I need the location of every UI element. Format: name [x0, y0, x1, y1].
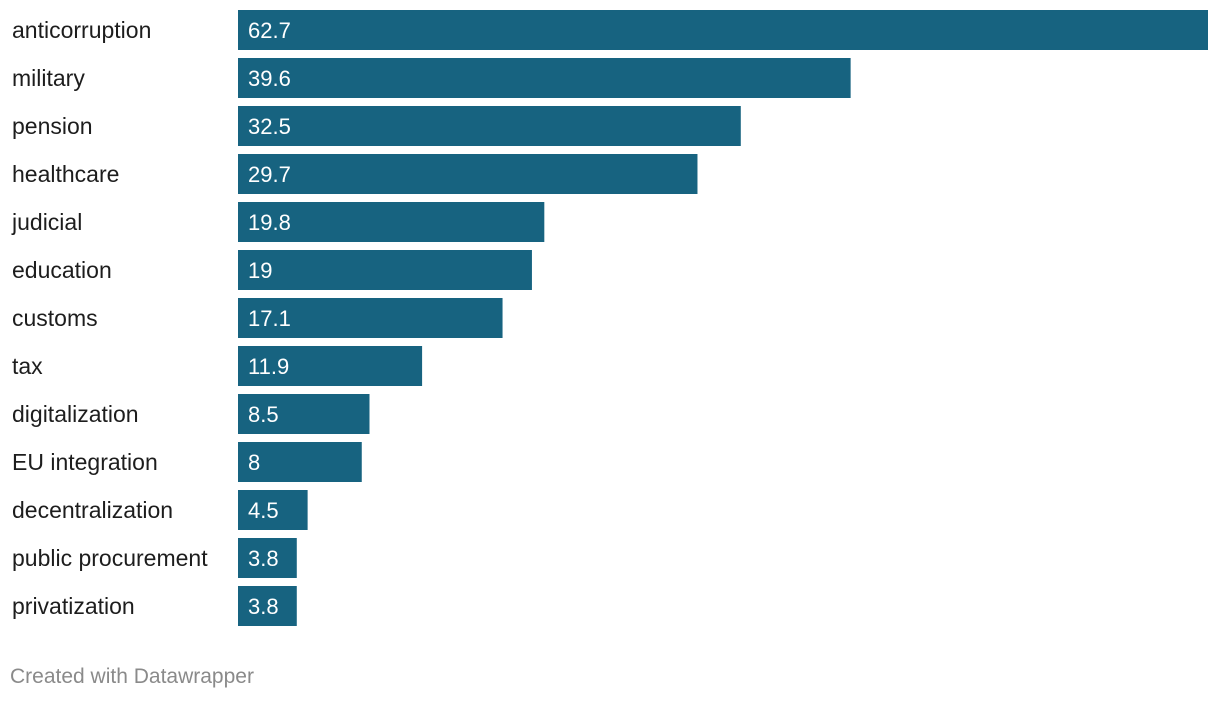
- bar: [238, 250, 532, 290]
- value-label: 39.6: [248, 66, 291, 91]
- category-label: EU integration: [12, 449, 158, 475]
- bar: [238, 442, 362, 482]
- category-label: anticorruption: [12, 17, 151, 43]
- bar: [238, 154, 698, 194]
- value-label: 62.7: [248, 18, 291, 43]
- bar: [238, 538, 297, 578]
- bar: [238, 58, 851, 98]
- value-label: 8: [248, 450, 260, 475]
- category-label: healthcare: [12, 161, 119, 187]
- value-label: 3.8: [248, 594, 279, 619]
- value-label: 32.5: [248, 114, 291, 139]
- category-label: public procurement: [12, 545, 208, 571]
- bar: [238, 10, 1208, 50]
- value-label: 11.9: [248, 354, 289, 379]
- category-label: digitalization: [12, 401, 139, 427]
- bar: [238, 106, 741, 146]
- bar: [238, 202, 545, 242]
- value-label: 29.7: [248, 162, 291, 187]
- bar: [238, 586, 297, 626]
- category-label: military: [12, 65, 85, 91]
- value-label: 8.5: [248, 402, 279, 427]
- category-label: decentralization: [12, 497, 173, 523]
- value-label: 17.1: [248, 306, 291, 331]
- bar: [238, 346, 423, 386]
- value-label: 3.8: [248, 546, 279, 571]
- bar: [238, 490, 308, 530]
- category-label: tax: [12, 353, 43, 379]
- bars: [238, 10, 1208, 626]
- value-label: 19.8: [248, 210, 291, 235]
- bar-chart: anticorruption military pension healthcare j…: [11, 10, 1208, 626]
- bar: [238, 298, 503, 338]
- category-label: pension: [12, 113, 93, 139]
- category-label: privatization: [12, 593, 135, 619]
- category-label: education: [12, 257, 112, 283]
- category-labels: anticorruption military pension healthcare j…: [11, 17, 208, 619]
- value-label: 4.5: [248, 498, 279, 523]
- category-label: customs: [12, 305, 98, 331]
- category-label: judicial: [11, 209, 82, 235]
- footer-credit: Created with Datawrapper: [10, 665, 254, 688]
- bar: [238, 394, 370, 434]
- value-label: 19: [248, 258, 272, 283]
- value-labels: 62.7 39.6 32.5 29.7 19.8 19 17.1 11.9 8.5 8 4.5 3.8…: [248, 18, 291, 619]
